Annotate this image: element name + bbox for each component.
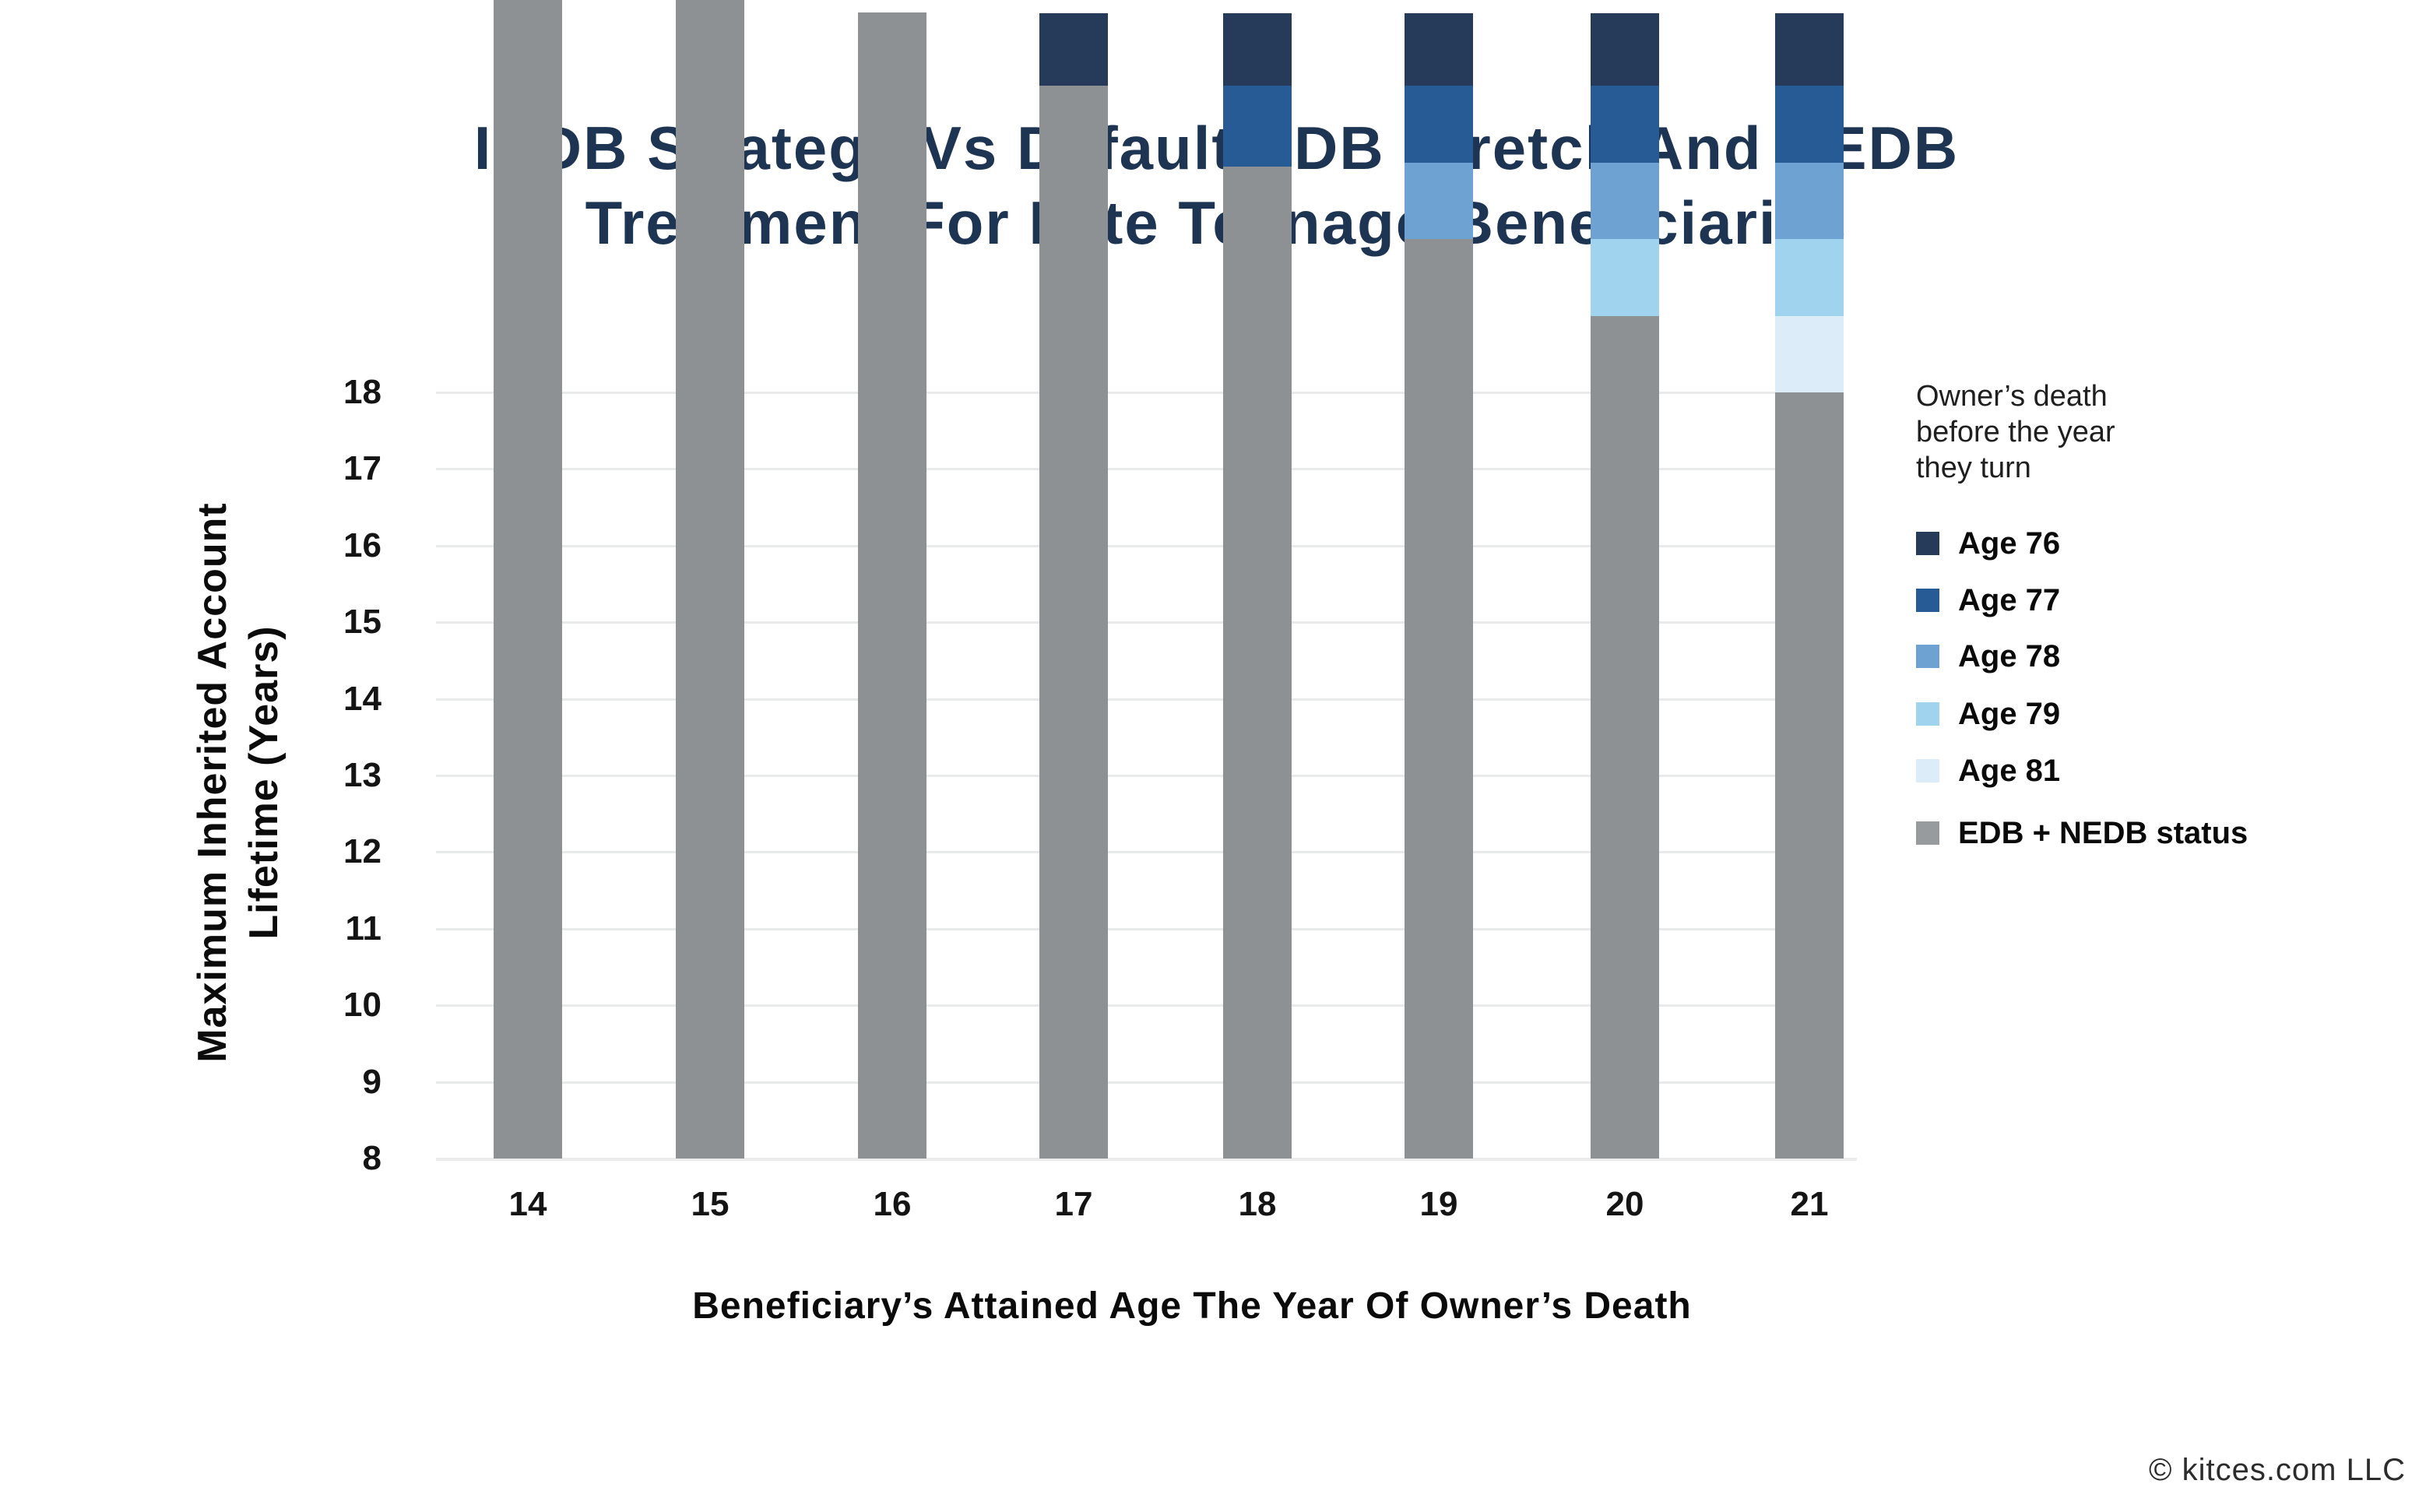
bar-segment-age-76 xyxy=(1223,12,1292,86)
bar-segment-age-76 xyxy=(1591,12,1659,86)
y-tick-label: 18 xyxy=(343,373,381,411)
bar-segment-edb-nedb-status xyxy=(1405,239,1473,1159)
x-tick-label: 21 xyxy=(1790,1185,1829,1223)
bar-segment-age-76 xyxy=(1775,12,1844,86)
gridline xyxy=(436,775,1839,777)
y-axis-title: Maximum Inherited Account Lifetime (Year… xyxy=(187,471,296,1094)
y-tick-label: 15 xyxy=(343,603,381,642)
x-tick-label: 14 xyxy=(508,1185,547,1223)
bar-segment-age-77 xyxy=(1223,86,1292,167)
legend-swatch-icon xyxy=(1916,702,1939,726)
bar-segment-age-81 xyxy=(1775,315,1844,392)
y-tick-label: 17 xyxy=(343,449,381,488)
legend-swatch-icon xyxy=(1916,821,1939,845)
bar-segment-age-79 xyxy=(1775,239,1844,316)
bar-segment-age-77 xyxy=(1591,86,1659,163)
bar-segment-age-76 xyxy=(1405,12,1473,86)
chart-title-line2: Treatment For Late Teenage Beneficiaries xyxy=(585,188,1848,257)
gridline xyxy=(436,392,1839,394)
y-tick-label: 8 xyxy=(362,1139,381,1177)
bar-segment-age-77 xyxy=(1405,86,1473,163)
y-axis-title-line1: Maximum Inherited Account xyxy=(190,502,235,1063)
gridline xyxy=(436,851,1839,854)
bar-segment-edb-nedb-status xyxy=(676,0,744,1159)
bar-segment-edb-nedb-status xyxy=(858,12,926,1159)
legend-heading-line: they turn xyxy=(1916,452,2031,484)
y-tick-label: 14 xyxy=(343,679,381,718)
bar-segment-edb-nedb-status xyxy=(1223,166,1292,1159)
legend-item-label: Age 76 xyxy=(1958,526,2061,561)
bar-segment-age-76 xyxy=(1039,12,1108,86)
bar-segment-age-78 xyxy=(1775,162,1844,240)
y-tick-label: 16 xyxy=(343,526,381,564)
chart-title: INDB Strategy Vs Default EDB Stretch And… xyxy=(0,111,2433,260)
bar-segment-age-79 xyxy=(1591,239,1659,316)
legend-item-label: EDB + NEDB status xyxy=(1958,816,2248,850)
copyright-text: © kitces.com LLC xyxy=(2148,1453,2406,1487)
gridline xyxy=(436,1081,1839,1084)
legend-swatch-icon xyxy=(1916,759,1939,782)
x-tick-label: 17 xyxy=(1054,1185,1093,1223)
y-tick-label: 10 xyxy=(343,986,381,1025)
x-tick-label: 18 xyxy=(1238,1185,1277,1223)
legend-heading: Owner’s death before the year they turn xyxy=(1916,378,2352,486)
legend-swatch-icon xyxy=(1916,645,1939,668)
x-axis-title: Beneficiary’s Attained Age The Year Of O… xyxy=(692,1285,1692,1327)
x-tick-label: 15 xyxy=(691,1185,730,1223)
chart-title-line1: INDB Strategy Vs Default EDB Stretch And… xyxy=(473,114,1960,182)
legend-item-label: Age 77 xyxy=(1958,583,2061,617)
bar-segment-edb-nedb-status xyxy=(1591,315,1659,1159)
legend-heading-line: Owner’s death xyxy=(1916,380,2108,413)
y-tick-label: 9 xyxy=(362,1062,381,1101)
legend-item-label: Age 79 xyxy=(1958,697,2061,731)
gridline xyxy=(436,621,1839,624)
gridline xyxy=(436,698,1839,701)
legend-swatch-icon xyxy=(1916,532,1939,555)
x-tick-label: 16 xyxy=(873,1185,912,1223)
y-tick-label: 13 xyxy=(343,756,381,794)
legend-heading-line: before the year xyxy=(1916,416,2115,448)
y-tick-label: 11 xyxy=(345,909,381,948)
bar-segment-edb-nedb-status xyxy=(494,0,562,1159)
bar-segment-edb-nedb-status xyxy=(1775,392,1844,1159)
gridline xyxy=(436,927,1839,930)
bar-segment-age-78 xyxy=(1591,162,1659,240)
legend-item-label: Age 78 xyxy=(1958,639,2061,673)
x-tick-label: 20 xyxy=(1605,1185,1644,1223)
gridline xyxy=(436,468,1839,471)
y-tick-label: 12 xyxy=(343,832,381,871)
gridline xyxy=(436,544,1839,547)
bar-segment-edb-nedb-status xyxy=(1039,86,1108,1159)
gridline xyxy=(436,1004,1839,1007)
bar-segment-age-77 xyxy=(1775,86,1844,163)
legend-swatch-icon xyxy=(1916,589,1939,612)
legend-item-label: Age 81 xyxy=(1958,754,2061,788)
bar-segment-age-78 xyxy=(1405,162,1473,240)
x-axis-baseline xyxy=(436,1158,1857,1161)
x-tick-label: 19 xyxy=(1419,1185,1458,1223)
